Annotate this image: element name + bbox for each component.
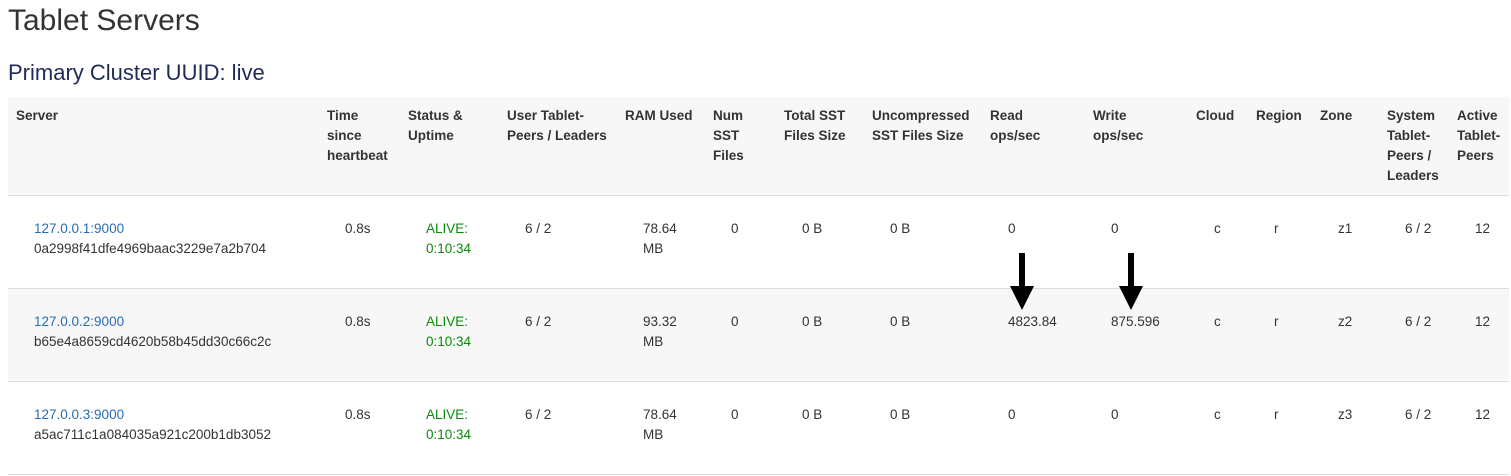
heartbeat-cell: 0.8s [319, 288, 400, 382]
write-ops-cell: 0 [1085, 381, 1188, 475]
cluster-uuid-heading: Primary Cluster UUID: live [8, 60, 265, 85]
zone-cell: z3 [1312, 381, 1379, 475]
page-title: Tablet Servers [8, 4, 200, 37]
uncompressed-sst-cell: 0 B [864, 195, 982, 289]
column-header: Uncompressed SST Files Size [864, 97, 982, 196]
column-header: Write ops/sec [1085, 97, 1188, 196]
status-cell: ALIVE: 0:10:34 [400, 195, 499, 289]
heartbeat-cell: 0.8s [319, 381, 400, 475]
column-header: User Tablet-Peers / Leaders [499, 97, 617, 196]
ram-cell: 78.64 MB [617, 381, 705, 475]
cloud-cell: c [1188, 381, 1248, 475]
total-sst-cell: 0 B [776, 195, 864, 289]
column-header: Read ops/sec [982, 97, 1085, 196]
uncompressed-sst-cell: 0 B [864, 288, 982, 382]
column-header: Num SST Files [705, 97, 776, 196]
user-tablets-cell: 6 / 2 [499, 195, 617, 289]
region-cell: r [1248, 195, 1312, 289]
ram-cell: 78.64 MB [617, 195, 705, 289]
total-sst-cell: 0 B [776, 381, 864, 475]
column-header: Status & Uptime [400, 97, 499, 196]
server-uuid: a5ac711c1a084035a921c200b1db3052 [34, 427, 271, 442]
uptime: 0:10:34 [426, 334, 472, 349]
cloud-cell: c [1188, 288, 1248, 382]
column-header: Time since heartbeat [319, 97, 400, 196]
user-tablets-cell: 6 / 2 [499, 381, 617, 475]
uptime: 0:10:34 [426, 427, 472, 442]
cloud-cell: c [1188, 195, 1248, 289]
status-cell: ALIVE: 0:10:34 [400, 288, 499, 382]
column-header: System Tablet-Peers / Leaders [1379, 97, 1449, 196]
server-link[interactable]: 127.0.0.2:9000 [34, 314, 125, 329]
read-ops-cell: 0 [982, 195, 1085, 289]
column-header: Zone [1312, 97, 1379, 196]
status-badge: ALIVE: [426, 407, 469, 422]
table-header: Server Time since heartbeat Status & Uptim… [8, 97, 1509, 196]
server-cell: 127.0.0.1:9000 0a2998f41dfe4969baac3229e7… [8, 195, 319, 289]
server-uuid: b65e4a8659cd4620b58b45dd30c66c2c [34, 334, 272, 349]
ram-cell: 93.32 MB [617, 288, 705, 382]
column-header: Total SST Files Size [776, 97, 864, 196]
status-badge: ALIVE: [426, 314, 469, 329]
table-row: 127.0.0.1:9000 0a2998f41dfe4969baac3229e7… [8, 195, 1509, 289]
active-peers-cell: 12 [1449, 381, 1509, 475]
column-header: Server [8, 97, 319, 196]
total-sst-cell: 0 B [776, 288, 864, 382]
column-header: Cloud [1188, 97, 1248, 196]
write-ops-cell: 0 [1085, 195, 1188, 289]
read-ops-cell: 4823.84 [982, 288, 1085, 382]
table-row: 127.0.0.3:9000 a5ac711c1a084035a921c200b1… [8, 381, 1509, 475]
status-badge: ALIVE: [426, 221, 469, 236]
zone-cell: z1 [1312, 195, 1379, 289]
server-link[interactable]: 127.0.0.3:9000 [34, 407, 125, 422]
system-tablets-cell: 6 / 2 [1379, 195, 1449, 289]
active-peers-cell: 12 [1449, 195, 1509, 289]
system-tablets-cell: 6 / 2 [1379, 288, 1449, 382]
server-cell: 127.0.0.2:9000 b65e4a8659cd4620b58b45dd30… [8, 288, 319, 382]
zone-cell: z2 [1312, 288, 1379, 382]
column-header: Region [1248, 97, 1312, 196]
num-sst-cell: 0 [705, 288, 776, 382]
server-cell: 127.0.0.3:9000 a5ac711c1a084035a921c200b1… [8, 381, 319, 475]
uptime: 0:10:34 [426, 241, 472, 256]
region-cell: r [1248, 381, 1312, 475]
write-ops-cell: 875.596 [1085, 288, 1188, 382]
read-ops-cell: 0 [982, 381, 1085, 475]
system-tablets-cell: 6 / 2 [1379, 381, 1449, 475]
num-sst-cell: 0 [705, 195, 776, 289]
server-link[interactable]: 127.0.0.1:9000 [34, 221, 125, 236]
column-header: Active Tablet-Peers [1449, 97, 1509, 196]
num-sst-cell: 0 [705, 381, 776, 475]
table-row: 127.0.0.2:9000 b65e4a8659cd4620b58b45dd30… [8, 288, 1509, 382]
region-cell: r [1248, 288, 1312, 382]
uncompressed-sst-cell: 0 B [864, 381, 982, 475]
status-cell: ALIVE: 0:10:34 [400, 381, 499, 475]
active-peers-cell: 12 [1449, 288, 1509, 382]
tablet-servers-table: Server Time since heartbeat Status & Uptim… [8, 97, 1509, 475]
column-header: RAM Used [617, 97, 705, 196]
heartbeat-cell: 0.8s [319, 195, 400, 289]
user-tablets-cell: 6 / 2 [499, 288, 617, 382]
server-uuid: 0a2998f41dfe4969baac3229e7a2b704 [34, 241, 266, 256]
